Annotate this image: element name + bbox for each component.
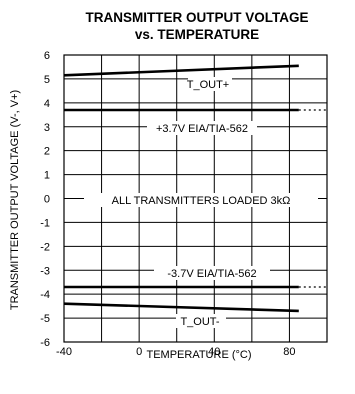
x-tick-label: 40 bbox=[208, 346, 220, 358]
chart-title-line2: vs. TEMPERATURE bbox=[135, 27, 259, 42]
label-tout-plus: T_OUT+ bbox=[187, 79, 229, 91]
x-tick-label: 0 bbox=[136, 346, 142, 358]
series-group bbox=[63, 64, 327, 313]
series-line bbox=[63, 302, 299, 313]
label-bg-spec-plus bbox=[147, 121, 257, 135]
y-tick-label: -4 bbox=[40, 289, 50, 301]
y-tick-label: -3 bbox=[40, 265, 50, 277]
label-bg-tout-plus bbox=[188, 77, 232, 91]
label-bg-tout-minus bbox=[176, 314, 226, 328]
label-loaded: ALL TRANSMITTERS LOADED 3kΩ bbox=[112, 195, 291, 207]
label-tout-minus: T_OUT- bbox=[180, 316, 219, 328]
x-tick-label: -40 bbox=[56, 346, 72, 358]
y-tick-label: -5 bbox=[40, 313, 50, 325]
y-tick-label: 6 bbox=[44, 50, 50, 62]
label-spec-minus: -3.7V EIA/TIA-562 bbox=[167, 268, 256, 280]
y-tick-label: 4 bbox=[44, 98, 50, 110]
y-axis-label: TRANSMITTER OUTPUT VOLTAGE (V-, V+) bbox=[9, 90, 21, 310]
x-axis-label: TEMPERATURE (°C) bbox=[146, 349, 251, 361]
y-tick-label: -6 bbox=[40, 337, 50, 349]
label-bg-loaded bbox=[84, 193, 318, 207]
tick-labels: 6 5 4 3 2 1 0 -1 -2 -3 -4 -5 -6 -40 0 40 80 bbox=[40, 50, 295, 358]
label-spec-plus: +3.7V EIA/TIA-562 bbox=[156, 123, 248, 135]
x-tick-label: 80 bbox=[283, 346, 295, 358]
y-tick-label: 0 bbox=[44, 194, 50, 206]
y-tick-label: 3 bbox=[44, 122, 50, 134]
y-tick-label: 1 bbox=[44, 170, 50, 182]
plot-frame bbox=[63, 54, 328, 343]
y-tick-label: 5 bbox=[44, 74, 50, 86]
series-line bbox=[63, 64, 299, 77]
y-tick-label: 2 bbox=[44, 146, 50, 158]
label-bg-spec-minus bbox=[154, 266, 270, 280]
y-tick-label: -1 bbox=[40, 217, 50, 229]
y-tick-label: -2 bbox=[40, 241, 50, 253]
chart-title-line1: TRANSMITTER OUTPUT VOLTAGE bbox=[86, 10, 309, 25]
